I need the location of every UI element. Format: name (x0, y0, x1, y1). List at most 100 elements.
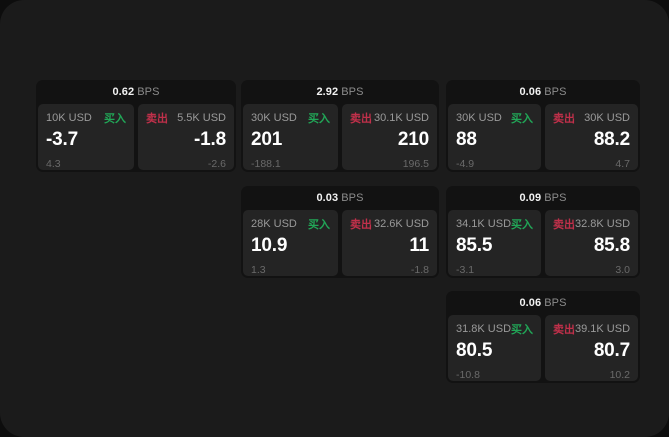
sell-panel-header: 卖出 30K USD (553, 111, 630, 125)
card-sides: 30K USD 买入 201 -188.1 卖出 30.1K USD 210 196.5 (241, 104, 439, 172)
buy-panel-header: 10K USD 买入 (46, 111, 126, 125)
sell-action-label[interactable]: 卖出 (350, 113, 372, 125)
bps-value: 0.06 (519, 86, 542, 98)
sell-size-label: 32.8K USD (575, 218, 631, 230)
bps-unit-label: BPS (341, 192, 364, 204)
buy-action-label[interactable]: 买入 (308, 219, 330, 231)
buy-panel-header: 28K USD 买入 (251, 217, 330, 231)
sell-size-label: 5.5K USD (177, 112, 226, 124)
quote-card[interactable]: 0.06 BPS 31.8K USD 买入 80.5 -10.8 卖出 39.1K USD 80… (446, 291, 640, 383)
sell-action-label[interactable]: 卖出 (553, 219, 575, 231)
card-bps-header: 0.06 BPS (446, 291, 640, 315)
quote-card[interactable]: 0.06 BPS 30K USD 买入 88 -4.9 卖出 30K USD 88.2 4.7 (446, 80, 640, 172)
card-bps-header: 0.06 BPS (446, 80, 640, 104)
buy-panel[interactable]: 30K USD 买入 88 -4.9 (448, 104, 541, 170)
sell-delta-row: 196.5 (350, 156, 429, 170)
buy-delta: 4.3 (46, 158, 61, 170)
sell-price: 11 (409, 235, 429, 256)
sell-price: -1.8 (194, 129, 226, 150)
buy-price: 80.5 (456, 340, 493, 361)
sell-price-row: 80.7 (553, 339, 630, 363)
buy-delta-row: -4.9 (456, 156, 533, 170)
sell-delta: 4.7 (615, 158, 630, 170)
sell-panel[interactable]: 卖出 32.8K USD 85.8 3.0 (545, 210, 638, 276)
card-sides: 31.8K USD 买入 80.5 -10.8 卖出 39.1K USD 80.7 10.2 (446, 315, 640, 383)
buy-panel[interactable]: 31.8K USD 买入 80.5 -10.8 (448, 315, 541, 381)
sell-action-label[interactable]: 卖出 (146, 113, 168, 125)
buy-delta: -10.8 (456, 369, 480, 381)
buy-delta-row: -10.8 (456, 367, 533, 381)
sell-panel-header: 卖出 39.1K USD (553, 322, 630, 336)
buy-price-row: 10.9 (251, 234, 330, 258)
sell-panel[interactable]: 卖出 5.5K USD -1.8 -2.6 (138, 104, 234, 170)
buy-size-label: 30K USD (456, 112, 502, 124)
card-sides: 28K USD 买入 10.9 1.3 卖出 32.6K USD 11 -1.8 (241, 210, 439, 278)
sell-price-row: -1.8 (146, 128, 226, 152)
buy-action-label[interactable]: 买入 (308, 113, 330, 125)
sell-delta-row: -2.6 (146, 156, 226, 170)
quote-card[interactable]: 2.92 BPS 30K USD 买入 201 -188.1 卖出 30.1K USD 210 1… (241, 80, 439, 172)
buy-size-label: 31.8K USD (456, 323, 512, 335)
sell-action-label[interactable]: 卖出 (553, 113, 575, 125)
sell-panel-header: 卖出 32.6K USD (350, 217, 429, 231)
sell-panel[interactable]: 卖出 39.1K USD 80.7 10.2 (545, 315, 638, 381)
buy-size-label: 10K USD (46, 112, 92, 124)
card-sides: 10K USD 买入 -3.7 4.3 卖出 5.5K USD -1.8 -2.6 (36, 104, 236, 172)
sell-delta-row: 4.7 (553, 156, 630, 170)
sell-price-row: 85.8 (553, 234, 630, 258)
sell-panel-header: 卖出 30.1K USD (350, 111, 429, 125)
quote-card[interactable]: 0.62 BPS 10K USD 买入 -3.7 4.3 卖出 5.5K USD -1.8 -2.… (36, 80, 236, 172)
sell-price: 88.2 (593, 129, 630, 150)
sell-delta: 10.2 (609, 369, 630, 381)
buy-size-label: 30K USD (251, 112, 297, 124)
bps-unit-label: BPS (544, 86, 567, 98)
sell-delta-row: -1.8 (350, 262, 429, 276)
sell-price: 85.8 (593, 235, 630, 256)
sell-size-label: 32.6K USD (373, 218, 429, 230)
buy-action-label[interactable]: 买入 (104, 113, 126, 125)
buy-action-label[interactable]: 买入 (511, 113, 533, 125)
bps-unit-label: BPS (544, 192, 567, 204)
buy-price: -3.7 (46, 129, 78, 150)
sell-delta: 196.5 (402, 158, 429, 170)
sell-price-row: 11 (350, 234, 429, 258)
sell-price: 210 (397, 129, 429, 150)
buy-price-row: 80.5 (456, 339, 533, 363)
card-sides: 30K USD 买入 88 -4.9 卖出 30K USD 88.2 4.7 (446, 104, 640, 172)
buy-delta: 1.3 (251, 264, 266, 276)
sell-panel[interactable]: 卖出 30K USD 88.2 4.7 (545, 104, 638, 170)
buy-price: 10.9 (251, 235, 288, 256)
sell-price: 80.7 (593, 340, 630, 361)
sell-size-label: 30.1K USD (373, 112, 429, 124)
sell-price-row: 210 (350, 128, 429, 152)
sell-price-row: 88.2 (553, 128, 630, 152)
buy-action-label[interactable]: 买入 (511, 219, 534, 231)
quote-card[interactable]: 0.03 BPS 28K USD 买入 10.9 1.3 卖出 32.6K USD 11 -1.8 (241, 186, 439, 278)
bps-value: 0.62 (112, 86, 135, 98)
buy-delta-row: 4.3 (46, 156, 126, 170)
sell-panel[interactable]: 卖出 30.1K USD 210 196.5 (342, 104, 437, 170)
buy-panel[interactable]: 34.1K USD 买入 85.5 -3.1 (448, 210, 541, 276)
buy-panel[interactable]: 28K USD 买入 10.9 1.3 (243, 210, 338, 276)
bps-value: 0.09 (519, 192, 542, 204)
bps-unit-label: BPS (544, 297, 567, 309)
sell-delta: 3.0 (615, 264, 630, 276)
buy-delta-row: -188.1 (251, 156, 330, 170)
card-bps-header: 0.62 BPS (36, 80, 236, 104)
sell-panel-header: 卖出 32.8K USD (553, 217, 630, 231)
sell-action-label[interactable]: 卖出 (553, 324, 575, 336)
sell-size-label: 39.1K USD (575, 323, 631, 335)
sell-panel[interactable]: 卖出 32.6K USD 11 -1.8 (342, 210, 437, 276)
buy-panel[interactable]: 30K USD 买入 201 -188.1 (243, 104, 338, 170)
quote-card[interactable]: 0.09 BPS 34.1K USD 买入 85.5 -3.1 卖出 32.8K USD 85.… (446, 186, 640, 278)
buy-panel[interactable]: 10K USD 买入 -3.7 4.3 (38, 104, 134, 170)
sell-delta-row: 3.0 (553, 262, 630, 276)
buy-price-row: 201 (251, 128, 330, 152)
sell-panel-header: 卖出 5.5K USD (146, 111, 226, 125)
sell-action-label[interactable]: 卖出 (350, 219, 372, 231)
buy-action-label[interactable]: 买入 (511, 324, 534, 336)
card-sides: 34.1K USD 买入 85.5 -3.1 卖出 32.8K USD 85.8 3.0 (446, 210, 640, 278)
buy-panel-header: 34.1K USD 买入 (456, 217, 533, 231)
buy-delta-row: 1.3 (251, 262, 330, 276)
